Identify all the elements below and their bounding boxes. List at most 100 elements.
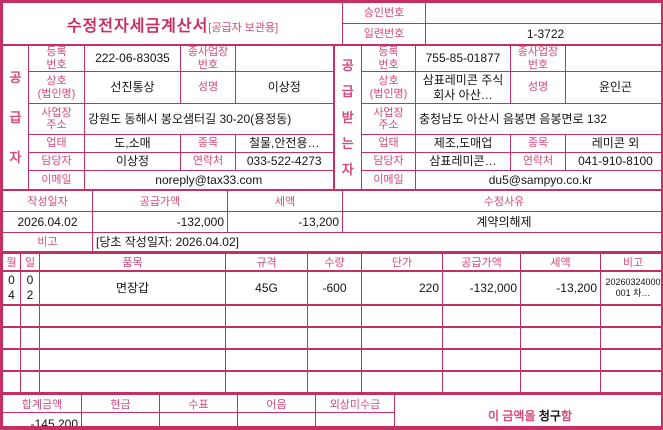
- supplier-subbiz-label: 종사업장 번호: [180, 44, 236, 73]
- promissory-note-value: [237, 412, 316, 426]
- supplier-name-value: 선진통상: [84, 71, 181, 105]
- item-tax: -13,200: [520, 270, 601, 307]
- buyer-side-label: 공 급 받 는 자: [332, 44, 362, 191]
- item-supply: -132,000: [442, 270, 521, 307]
- cash-label: 현금: [81, 394, 160, 414]
- buyer-name-value: 삼표레미콘 주식회사 아산…: [415, 71, 511, 105]
- claim-prefix: 이 금액을: [488, 408, 539, 423]
- col-note-label: 비고: [600, 252, 661, 273]
- write-date-label: 작성일자: [2, 190, 93, 213]
- supplier-contact-value: 033-522-4273: [235, 152, 334, 172]
- revision-reason-label: 수정사유: [342, 190, 661, 213]
- buyer-ceo-value: 윤인곤: [565, 71, 661, 105]
- items-header-row: 월 일 품목 규격 수량 단가 공급가액 세액 비고: [2, 252, 661, 273]
- supplier-manager-value: 이상정: [84, 152, 181, 172]
- title-main: 수정전자세금계산서: [66, 17, 209, 35]
- supplier-name-label: 상호 (법인명): [28, 71, 85, 105]
- buyer-reg-label: 등록 번호: [361, 44, 416, 73]
- col-spec-label: 규격: [225, 252, 308, 273]
- total-amount-label: 합계금액: [2, 394, 82, 414]
- total-amount-value: -145,200: [2, 412, 82, 426]
- supplier-biztype-value: 도,소매: [84, 134, 181, 154]
- supplier-manager-label: 담당자: [28, 152, 85, 172]
- item-day: 02: [20, 270, 40, 307]
- item-qty: -600: [307, 270, 362, 307]
- buyer-manager-value: 삼표레미콘…: [415, 152, 511, 172]
- item-spec: 45G: [225, 270, 308, 307]
- supplier-bizitem-value: 철물,안전용…: [235, 134, 334, 154]
- revision-reason-value: 계약의해제: [342, 211, 661, 234]
- supply-amount-value: -132,000: [92, 211, 228, 234]
- buyer-manager-label: 담당자: [361, 152, 416, 172]
- summary-section: 작성일자 공급가액 세액 수정사유 2026.04.02 -132,000 -1…: [2, 190, 661, 253]
- empty-item-row: [2, 326, 661, 351]
- buyer-bizitem-label: 종목: [510, 134, 566, 154]
- buyer-email-label: 이메일: [361, 170, 416, 191]
- supplier-address-label: 사업장 주소: [28, 103, 85, 136]
- col-item-label: 품목: [39, 252, 226, 273]
- write-date-value: 2026.04.02: [2, 211, 93, 234]
- buyer-address-label: 사업장 주소: [361, 103, 416, 136]
- buyer-contact-label: 연락처: [510, 152, 566, 172]
- supplier-side-label: 공 급 자: [2, 44, 29, 191]
- title-sub: [공급자 보관용]: [208, 21, 279, 34]
- buyer-ceo-label: 성명: [510, 71, 566, 105]
- promissory-note-label: 어음: [237, 394, 316, 414]
- claim-statement: 이 금액을 청구함: [394, 394, 661, 426]
- approval-number-value: [425, 2, 661, 24]
- col-day-label: 일: [20, 252, 40, 273]
- credit-label: 외상미수금: [315, 394, 395, 414]
- check-label: 수표: [159, 394, 238, 414]
- col-qty-label: 수량: [307, 252, 362, 273]
- remark-value: [당초 작성일자: 2026.04.02]: [92, 232, 661, 253]
- buyer-biztype-value: 제조,도매업: [415, 134, 511, 154]
- supplier-reg-label: 등록 번호: [28, 44, 85, 73]
- supplier-email-value: noreply@tax33.com: [84, 170, 334, 191]
- supply-amount-label: 공급가액: [92, 190, 228, 213]
- empty-item-row: [2, 370, 661, 395]
- buyer-subbiz-label: 종사업장 번호: [510, 44, 566, 73]
- totals-section: 합계금액 현금 수표 어음 외상미수금 이 금액을 청구함 -145,200: [2, 394, 661, 426]
- item-name: 면장갑: [39, 270, 226, 307]
- header-section: 수정전자세금계산서[공급자 보관용] 승인번호 일련번호 1-3722: [2, 2, 661, 45]
- items-table: 월 일 품목 규격 수량 단가 공급가액 세액 비고 04 02 면장갑 45G…: [2, 252, 661, 395]
- empty-item-row: [2, 304, 661, 329]
- col-supply-label: 공급가액: [442, 252, 521, 273]
- buyer-address-value: 충청남도 아산시 음봉면 음봉면로 132: [415, 103, 661, 136]
- item-month: 04: [2, 270, 21, 307]
- buyer-reg-value: 755-85-01877: [415, 44, 511, 73]
- claim-type: 청구: [538, 408, 561, 423]
- serial-number-label: 일련번호: [342, 23, 426, 45]
- tax-amount-value: -13,200: [227, 211, 343, 234]
- buyer-subbiz-value: [565, 44, 661, 73]
- supplier-ceo-label: 성명: [180, 71, 236, 105]
- remark-label: 비고: [2, 232, 93, 253]
- approval-number-label: 승인번호: [342, 2, 426, 24]
- claim-suffix: 함: [560, 408, 572, 423]
- supplier-email-label: 이메일: [28, 170, 85, 191]
- col-month-label: 월: [2, 252, 21, 273]
- item-unitprice: 220: [361, 270, 443, 307]
- buyer-contact-value: 041-910-8100: [565, 152, 661, 172]
- tax-amount-label: 세액: [227, 190, 343, 213]
- buyer-email-value: du5@sampyo.co.kr: [415, 170, 661, 191]
- check-value: [159, 412, 238, 426]
- cash-value: [81, 412, 160, 426]
- item-note: 20260324000001 차…: [600, 270, 661, 307]
- supplier-ceo-value: 이상정: [235, 71, 334, 105]
- supplier-bizitem-label: 종목: [180, 134, 236, 154]
- supplier-biztype-label: 업태: [28, 134, 85, 154]
- buyer-name-label: 상호 (법인명): [361, 71, 416, 105]
- supplier-subbiz-value: [235, 44, 334, 73]
- parties-section: 공 급 자 등록 번호 222-06-83035 종사업장 번호 공 급 받 는…: [2, 44, 661, 191]
- supplier-contact-label: 연락처: [180, 152, 236, 172]
- supplier-address-value: 강원도 동해시 봉오샘터길 30-20(용정동): [84, 103, 334, 136]
- buyer-bizitem-value: 레미콘 외: [565, 134, 661, 154]
- empty-item-row: [2, 348, 661, 373]
- document-title: 수정전자세금계산서[공급자 보관용]: [2, 2, 343, 45]
- col-unitprice-label: 단가: [361, 252, 443, 273]
- col-tax-label: 세액: [520, 252, 601, 273]
- credit-value: [315, 412, 395, 426]
- buyer-biztype-label: 업태: [361, 134, 416, 154]
